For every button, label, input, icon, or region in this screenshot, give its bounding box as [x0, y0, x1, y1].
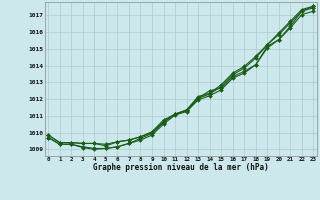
X-axis label: Graphe pression niveau de la mer (hPa): Graphe pression niveau de la mer (hPa) [93, 164, 269, 172]
